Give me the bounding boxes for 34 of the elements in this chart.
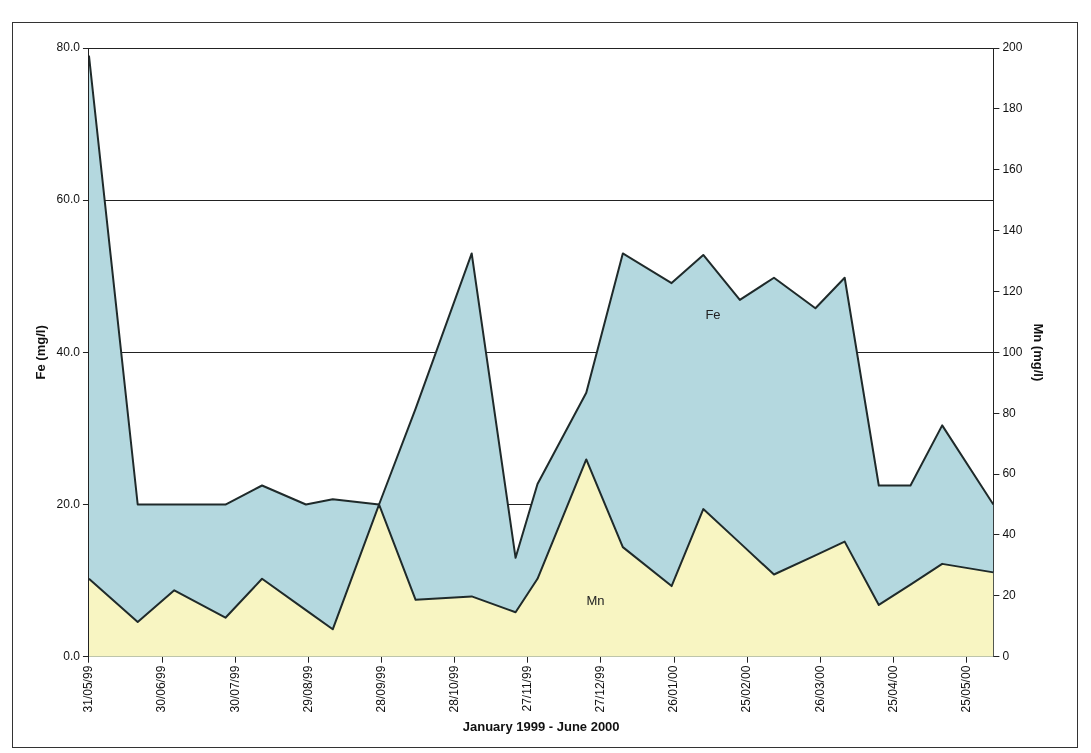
x-tick-label: 25/05/00 xyxy=(958,665,973,713)
y-tick-label: 80.0 xyxy=(56,40,81,55)
x-tick-label: 25/02/00 xyxy=(739,665,754,713)
series-label: Fe xyxy=(705,307,721,323)
x-tick-label: 30/07/99 xyxy=(227,665,242,713)
x-tick-label: 27/12/99 xyxy=(593,665,608,713)
series-label: Mn xyxy=(586,593,605,609)
x-tick-label: 31/05/99 xyxy=(81,665,96,713)
y-axis-title: Fe (mg/l) xyxy=(33,325,49,380)
y2-tick-label: 60 xyxy=(1002,466,1017,481)
y-tick-label: 40.0 xyxy=(56,344,81,359)
y-tick-label: 60.0 xyxy=(56,192,81,207)
y2-tick-label: 160 xyxy=(1002,162,1023,177)
y2-tick-label: 20 xyxy=(1002,588,1017,603)
y2-tick-label: 40 xyxy=(1002,527,1017,542)
y-tick-label: 0.0 xyxy=(63,649,81,663)
y-tick-label: 20.0 xyxy=(56,496,81,511)
y2-axis-title: Mn (mg/l) xyxy=(1030,323,1046,382)
y2-tick-label: 100 xyxy=(1002,344,1023,359)
x-tick-label: 27/11/99 xyxy=(520,665,535,712)
x-axis-title: January 1999 - June 2000 xyxy=(462,718,620,734)
y2-tick-label: 0 xyxy=(1002,649,1010,663)
x-tick-label: 29/08/99 xyxy=(300,665,315,713)
x-tick-label: 26/03/00 xyxy=(812,665,827,713)
x-tick-label: 25/04/00 xyxy=(885,665,900,713)
y2-tick-label: 80 xyxy=(1002,405,1017,420)
x-tick-label: 28/10/99 xyxy=(446,665,461,713)
x-tick-label: 26/01/00 xyxy=(666,665,681,713)
x-tick-label: 28/09/99 xyxy=(373,665,388,713)
y2-tick-label: 120 xyxy=(1002,283,1023,298)
x-tick-label: 30/06/99 xyxy=(154,665,169,713)
y2-tick-label: 200 xyxy=(1002,40,1023,55)
y2-tick-label: 180 xyxy=(1002,101,1023,116)
y2-tick-label: 140 xyxy=(1002,222,1023,237)
